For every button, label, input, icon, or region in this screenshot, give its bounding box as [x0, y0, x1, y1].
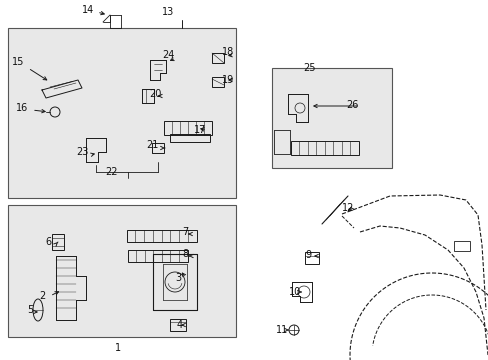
Text: 14: 14 — [81, 5, 94, 15]
Text: 18: 18 — [222, 47, 234, 57]
Text: 17: 17 — [193, 125, 206, 135]
Text: 11: 11 — [275, 325, 287, 335]
Text: 10: 10 — [288, 287, 301, 297]
Bar — [305, 252, 318, 264]
Text: 21: 21 — [145, 140, 158, 150]
Text: 3: 3 — [175, 273, 181, 283]
Text: 6: 6 — [45, 237, 51, 247]
Text: 22: 22 — [105, 167, 118, 177]
Text: 1: 1 — [115, 343, 121, 353]
Text: 23: 23 — [76, 147, 88, 157]
Bar — [8, 205, 236, 337]
Bar — [170, 134, 209, 142]
Bar — [212, 77, 224, 87]
Text: 20: 20 — [148, 89, 161, 99]
Text: 4: 4 — [177, 320, 183, 330]
Bar — [290, 141, 358, 155]
Text: 25: 25 — [303, 63, 316, 73]
Bar — [170, 319, 185, 331]
Text: 2: 2 — [39, 291, 45, 301]
Bar — [8, 28, 236, 198]
Text: 5: 5 — [27, 305, 33, 315]
Text: 15: 15 — [12, 57, 24, 67]
Text: 19: 19 — [222, 75, 234, 85]
Bar — [52, 234, 64, 250]
Bar — [212, 53, 224, 63]
Bar — [152, 143, 163, 153]
Bar — [453, 241, 469, 251]
Text: 7: 7 — [182, 227, 188, 237]
Text: 26: 26 — [345, 100, 357, 110]
Bar — [127, 230, 197, 242]
Text: 12: 12 — [341, 203, 353, 213]
Text: 13: 13 — [162, 7, 174, 17]
Text: 24: 24 — [162, 50, 174, 60]
Text: 9: 9 — [305, 250, 310, 260]
Text: 8: 8 — [182, 249, 188, 259]
Bar — [163, 121, 212, 135]
Text: 16: 16 — [16, 103, 28, 113]
Bar — [128, 250, 187, 262]
Bar — [271, 68, 391, 168]
